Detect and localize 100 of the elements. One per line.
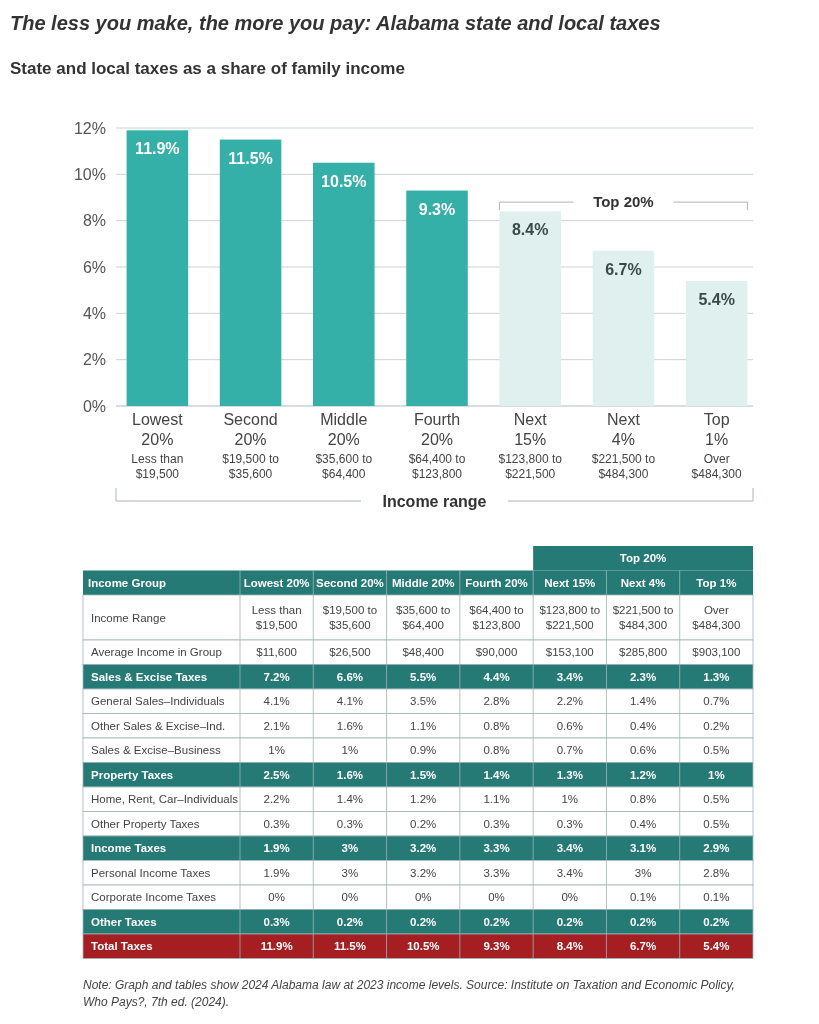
text: 0.4% [629,719,657,732]
text: 1.6% [336,719,364,732]
text: 0.3% [263,817,290,830]
text: 3.4% [556,842,583,855]
text: 0.5% [703,744,730,757]
x-axis-title: Income range [382,493,487,510]
category-label: Second 20% [316,576,384,589]
text: 4.4% [483,670,510,683]
y-tick-label: 8% [82,212,106,230]
text: Less than $19,500 [251,604,302,632]
text: $285,800 [619,646,668,659]
text: 1% [268,744,285,757]
y-tick-label: 12% [73,119,106,137]
text: 3.1% [629,842,657,855]
text: 3% [634,866,652,879]
data-label: 9.3% [418,200,456,218]
text: 0.2% [556,915,583,928]
text: $48,400 [402,646,444,659]
category-label: Other Property Taxes [91,817,200,830]
text: 7.2% [263,670,290,683]
text: $153,100 [545,646,594,659]
text: 1% [708,768,725,781]
bar [685,280,748,406]
category-label: Middle 20% [391,576,455,589]
text: 2.2% [263,793,290,806]
text: 1.3% [556,768,583,781]
text: 0.8% [483,719,510,732]
text: Top 20% [619,552,667,565]
bar [592,250,655,406]
text: 0.8% [629,793,657,806]
category-label: Personal Income Taxes [91,866,211,879]
text: 0.5% [703,817,730,830]
text: 5.5% [410,670,437,683]
data-label: 6.7% [605,260,642,278]
text: 0.3% [483,817,510,830]
text: 1.4% [336,793,364,806]
data-label: 8.4% [511,221,549,239]
data-label: 11.9% [135,140,180,158]
y-tick-label: 2% [82,351,106,369]
text: 3.4% [556,866,583,879]
text: 2.8% [703,866,730,879]
text: 0.6% [629,744,657,757]
x-tick-label: Lowest 20% Less than $19,500 [131,411,184,481]
text: 0.2% [483,915,510,928]
chart-subtitle: State and local taxes as a share of family income [10,59,405,78]
text: 1.9% [263,866,290,879]
category-label: Corporate Income Taxes [91,891,217,904]
text: 0.3% [263,915,290,928]
category-label: Other Taxes [91,915,157,928]
text: 0.1% [703,891,730,904]
text: 2.1% [263,719,290,732]
text: 0% [561,891,579,904]
text: 8.4% [556,940,583,953]
text: 0.3% [336,817,364,830]
text: 3.4% [556,670,583,683]
text: 0.1% [629,891,657,904]
text: 0.4% [629,817,657,830]
category-label: Sales & Excise–Business [91,744,221,757]
chart-title: The less you make, the more you pay: Alabama state and local taxes [10,12,661,34]
text: 0.2% [703,915,730,928]
data-label: 5.4% [698,290,735,308]
text: 0.9% [410,744,437,757]
x-tick-label: Top 1% Over $484,300 [691,411,742,481]
text: $35,600 to $64,400 [396,604,451,632]
bar [219,139,282,406]
text: 0% [488,891,505,904]
text: 6.7% [629,940,657,953]
bar [499,211,561,406]
text: 1% [341,744,359,757]
x-tick-label: Middle 20% $35,600 to $64,400 [315,411,373,481]
text: $123,800 to $221,500 [539,604,601,632]
text: Note: Graph and tables show 2024 Alabama law at 2023 income levels. Source: Institute on Taxation and Economic Policy, Who Pays?, 7th ed. (2024). [83,977,735,1009]
text: 0.8% [483,744,510,757]
text: 3% [341,866,359,879]
text: 1.3% [703,670,730,683]
category-label: Lowest 20% [243,576,310,589]
text: $19,500 to $35,600 [322,604,378,632]
text: 3.3% [483,866,510,879]
text: 0.7% [703,695,730,708]
x-tick-label: Second 20% $19,500 to $35,600 [222,411,280,481]
text: 0.2% [410,817,437,830]
category-label: Next 15% [544,576,596,589]
y-tick-label: 4% [82,304,106,322]
category-label: Top 1% [696,576,737,589]
text: 0% [268,891,285,904]
text: 2.2% [556,695,583,708]
text: 11.5% [333,940,366,953]
text: $903,100 [692,646,741,659]
text: 0.2% [703,719,730,732]
text: 1.1% [410,719,437,732]
text: 4.1% [263,695,290,708]
text: 1.9% [263,842,290,855]
y-tick-label: 0% [82,397,106,415]
text: 1.2% [410,793,437,806]
category-label: Average Income in Group [91,646,222,659]
text: 0.2% [336,915,364,928]
category-label: Sales & Excise Taxes [91,670,208,683]
text: 0% [341,891,359,904]
text: Over $484,300 [692,604,741,632]
category-label: Other Sales & Excise–Ind. [91,719,226,732]
